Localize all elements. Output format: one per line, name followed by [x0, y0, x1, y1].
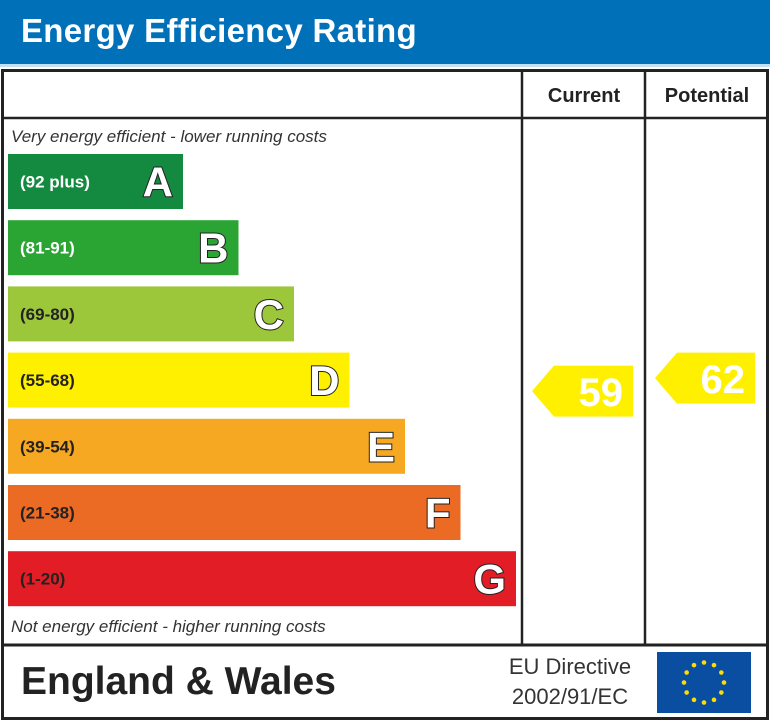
- potential-arrow-shape: [655, 352, 755, 404]
- column-header-current: Current: [548, 85, 621, 107]
- eu-star-icon: [681, 680, 687, 685]
- eu-star-icon: [721, 680, 727, 685]
- band-letter: E: [367, 423, 395, 470]
- column-header-potential: Potential: [665, 85, 749, 107]
- eu-star-icon: [691, 697, 697, 703]
- potential-rating-value: 62: [701, 358, 746, 402]
- current-arrow-shape: [532, 365, 633, 417]
- band-letter: G: [473, 556, 506, 603]
- band-range-label: (1-20): [20, 570, 65, 589]
- header-divider: [0, 64, 770, 67]
- eu-star-icon: [711, 662, 717, 668]
- band-d: (55-68) D: [8, 352, 350, 408]
- eu-star-icon: [711, 697, 717, 703]
- band-bar-e: [8, 418, 405, 474]
- band-f: (21-38) F: [8, 485, 461, 540]
- top-note: Very energy efficient - lower running co…: [11, 127, 327, 146]
- eu-flag-icon: [657, 652, 751, 713]
- band-letter: D: [309, 357, 339, 404]
- header-bar: [0, 0, 770, 64]
- band-letter: F: [425, 490, 451, 537]
- band-bar-a: [8, 154, 183, 209]
- region-label: England & Wales: [21, 660, 336, 703]
- band-letter: C: [254, 291, 284, 338]
- band-e: (39-54) E: [8, 418, 405, 474]
- band-range-label: (92 plus): [20, 173, 90, 192]
- eu-star-icon: [701, 700, 707, 705]
- eu-star-icon: [691, 662, 697, 668]
- current-rating-value: 59: [579, 371, 624, 415]
- band-letter: A: [143, 159, 173, 206]
- band-a: (92 plus) A: [8, 154, 183, 209]
- band-letter: B: [198, 225, 228, 272]
- band-b: (81-91) B: [8, 220, 239, 276]
- band-range-label: (69-80): [20, 305, 75, 324]
- outer-frame: [1, 69, 769, 720]
- eu-star-icon: [701, 660, 707, 665]
- band-range-label: (81-91): [20, 239, 75, 258]
- band-g: (1-20) G: [8, 551, 516, 607]
- band-c: (69-80) C: [8, 286, 294, 342]
- eu-star-icon: [684, 690, 689, 695]
- potential-rating-arrow: 62: [655, 352, 755, 404]
- band-bar-f: [8, 485, 461, 540]
- eu-star-icon: [684, 670, 689, 675]
- bottom-note: Not energy efficient - higher running co…: [11, 617, 326, 636]
- band-bar-g: [8, 551, 516, 607]
- band-range-label: (21-38): [20, 504, 75, 523]
- band-bar-d: [8, 352, 350, 408]
- directive-line-2: 2002/91/EC: [512, 684, 628, 709]
- eu-star-icon: [719, 670, 724, 675]
- eu-star-icon: [719, 690, 724, 695]
- page-title: Energy Efficiency Rating: [21, 12, 417, 49]
- band-range-label: (39-54): [20, 437, 75, 456]
- current-rating-arrow: 59: [532, 365, 633, 417]
- band-range-label: (55-68): [20, 371, 75, 390]
- directive-line-1: EU Directive: [509, 654, 631, 679]
- band-bar-b: [8, 220, 239, 276]
- band-bar-c: [8, 286, 294, 342]
